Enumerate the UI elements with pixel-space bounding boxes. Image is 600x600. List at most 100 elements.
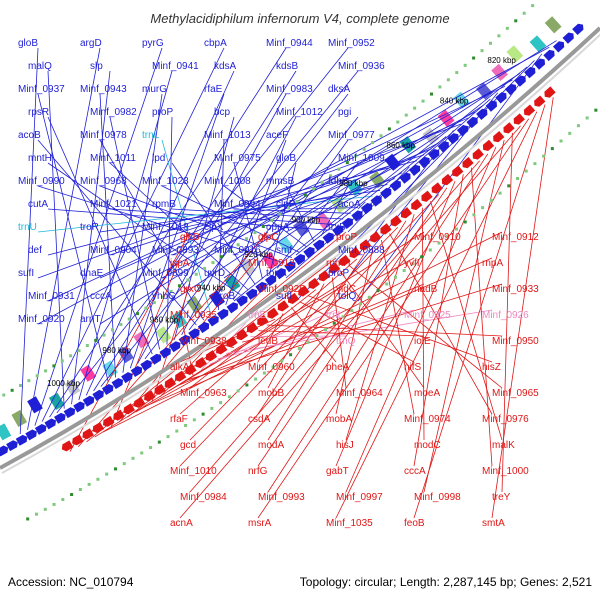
ring-dot (85, 344, 89, 348)
bottom-gene-label: malK (492, 440, 515, 451)
ring-dot (201, 412, 205, 416)
connector-line (37, 93, 109, 383)
ring-dot (350, 308, 354, 312)
bottom-gene-label: Minf_0960 (248, 362, 295, 373)
ring-dot (437, 241, 441, 245)
connector-line (171, 73, 521, 302)
outer-dot-ring (2, 4, 535, 397)
gene-arrow (452, 165, 464, 177)
connector-line (99, 117, 469, 279)
ring-dot (497, 34, 501, 38)
ring-dot (113, 467, 117, 471)
ring-dot (105, 472, 109, 476)
connector-line (47, 70, 65, 409)
ring-dot (463, 63, 467, 67)
bottom-gene-label: cccA (404, 466, 426, 477)
ring-dot (550, 147, 554, 151)
connector-line (34, 47, 163, 426)
feature-block (491, 63, 508, 82)
ring-dot (531, 4, 535, 8)
connector-line (109, 162, 249, 290)
ring-dot (568, 131, 572, 135)
ring-dot (87, 482, 91, 486)
connector-line (56, 47, 349, 414)
bottom-gene-label: smtA (482, 518, 505, 529)
bottom-gene-label: Minf_0998 (414, 492, 461, 503)
feature-block (544, 16, 562, 34)
top-gene-label: cbpA (204, 38, 227, 49)
scale-tick-label: 880 kbp (339, 179, 368, 188)
top-gene-label: topA (266, 268, 287, 279)
connector-line (335, 111, 538, 519)
ring-dot (219, 401, 223, 405)
gene-arrow (349, 247, 361, 259)
gene-arrow (534, 95, 546, 107)
gene-arrow (149, 353, 162, 365)
connector-line (161, 111, 476, 279)
gene-arrow (185, 363, 197, 375)
connector-line (189, 226, 399, 441)
bottom-gene-label: glpC (258, 232, 279, 243)
gene-arrow (411, 198, 423, 211)
connector-line (47, 162, 241, 295)
connector-line (188, 116, 359, 331)
ring-dot (522, 11, 526, 15)
top-gene-label: oppA (266, 222, 290, 233)
ring-dot (102, 333, 106, 337)
gene-arrow (524, 66, 536, 79)
gene-arrow (82, 395, 95, 407)
bottom-gene-label: Minf_0964 (336, 388, 383, 399)
ring-dot (280, 359, 284, 363)
ring-dot (166, 435, 170, 439)
accession-text: Accession: NC_010794 (8, 575, 134, 589)
ring-dot (576, 124, 580, 128)
top-gene-label: clpX (204, 222, 224, 233)
connector-line (295, 60, 535, 302)
gene-arrow (485, 100, 497, 112)
gene-arrow (174, 370, 187, 382)
bottom-gene-label: Minf_0974 (404, 414, 451, 425)
top-gene-label: dnaE (80, 268, 104, 279)
gene-arrow (277, 300, 290, 312)
ring-dot (35, 374, 39, 378)
gene-arrow (441, 173, 454, 186)
connector-line (179, 258, 358, 415)
gene-arrow (380, 223, 392, 235)
connector-line (233, 162, 263, 280)
ring-dot (122, 462, 126, 466)
top-gene-label: kdsB (276, 61, 299, 72)
gene-arrow (264, 275, 277, 287)
feature-block (437, 109, 455, 127)
bottom-gene-label: hisJ (336, 440, 354, 451)
bottom-gene-label: leuB (258, 336, 278, 347)
connector-line (266, 324, 503, 337)
ring-dot (332, 321, 336, 325)
top-gene-label: Minf_0943 (80, 84, 127, 95)
gene-arrow (513, 113, 525, 125)
top-gene-label: Minf_0916 (214, 245, 261, 256)
gene-arrow (447, 133, 459, 145)
top-gene-label: rfaE (204, 84, 223, 95)
top-gene-label: aceF (266, 130, 288, 141)
gene-arrow (370, 195, 382, 207)
top-gene-label: Minf_0978 (80, 130, 127, 141)
ring-dot (152, 301, 156, 305)
gene-arrow (92, 422, 105, 434)
bottom-gene-label: trnL (326, 310, 344, 321)
gene-arrow (421, 190, 433, 202)
top-gene-label: Minf_1021 (90, 199, 137, 210)
ring-dot (329, 174, 333, 178)
connector-line (161, 185, 300, 253)
ring-dot (18, 383, 22, 387)
feature-block (27, 396, 43, 414)
gene-arrow (389, 180, 401, 192)
top-gene-label: fdhD (328, 176, 349, 187)
ring-dot (345, 161, 349, 165)
gene-arrow (303, 246, 315, 259)
gene-arrow (293, 254, 305, 266)
gene-arrow (154, 383, 166, 395)
top-strand-genes (0, 23, 584, 457)
gene-arrow (197, 321, 210, 334)
top-gene-label: Minf_0968 (80, 176, 127, 187)
bottom-gene-label: Minf_1035 (326, 518, 373, 529)
